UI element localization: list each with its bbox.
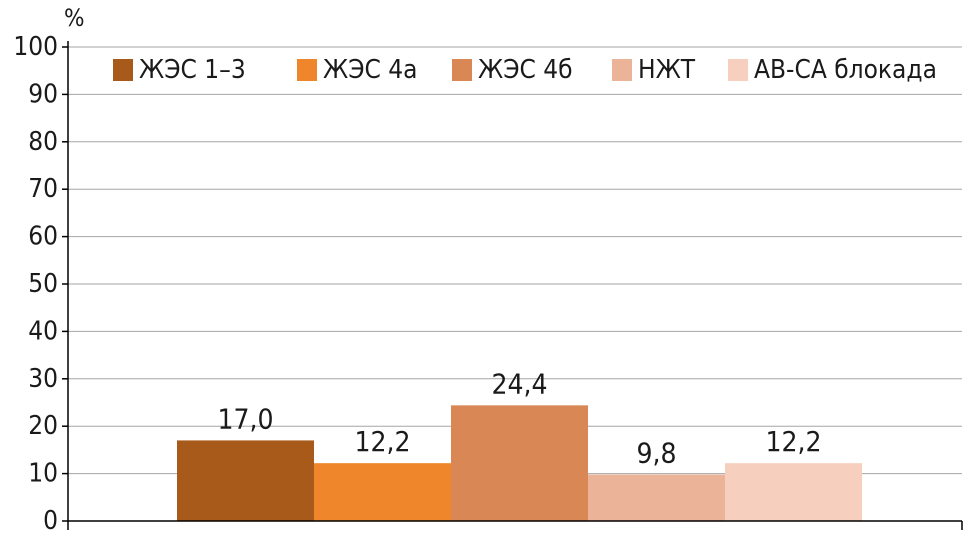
y-unit-label: % — [64, 4, 85, 32]
y-axis: 0 10 20 30 40 50 60 70 80 90 100 — [13, 32, 69, 536]
y-tick-label: 20 — [28, 411, 58, 441]
bar — [588, 474, 725, 521]
bars — [177, 405, 862, 521]
legend-swatch — [113, 59, 133, 81]
y-tick-label: 80 — [28, 127, 58, 157]
x-axis — [67, 520, 963, 530]
legend-swatch — [728, 59, 748, 81]
y-tick-label: 90 — [28, 79, 58, 109]
y-tick-label: 10 — [28, 459, 58, 489]
gridlines — [68, 46, 962, 475]
data-label: 9,8 — [636, 437, 676, 470]
data-label: 12,2 — [354, 425, 410, 458]
bar — [725, 463, 862, 521]
legend-swatch — [612, 59, 632, 81]
y-tick-label: 100 — [13, 32, 58, 62]
legend-label: ЖЭС 4б — [478, 55, 573, 85]
legend-label: АВ-СА блокада — [754, 55, 937, 85]
bar — [314, 463, 451, 521]
y-tick-label: 30 — [28, 364, 58, 394]
y-tick-label: 70 — [28, 174, 58, 204]
legend-swatch — [297, 59, 317, 81]
y-tick-label: 60 — [28, 222, 58, 252]
bar — [451, 405, 588, 521]
y-tick-label: 0 — [43, 506, 58, 536]
legend-label: ЖЭС 1–3 — [139, 55, 246, 85]
legend-swatch — [452, 59, 472, 81]
legend: ЖЭС 1–3 ЖЭС 4а ЖЭС 4б НЖТ АВ-СА блокада — [113, 55, 937, 85]
data-labels: 17,0 12,2 24,4 9,8 12,2 — [217, 367, 821, 469]
bar — [177, 440, 314, 521]
legend-label: НЖТ — [638, 55, 696, 85]
data-label: 24,4 — [491, 367, 547, 400]
data-label: 12,2 — [765, 425, 821, 458]
legend-label: ЖЭС 4а — [323, 55, 418, 85]
y-tick-label: 50 — [28, 269, 58, 299]
data-label: 17,0 — [217, 402, 273, 435]
y-tick-label: 40 — [28, 316, 58, 346]
